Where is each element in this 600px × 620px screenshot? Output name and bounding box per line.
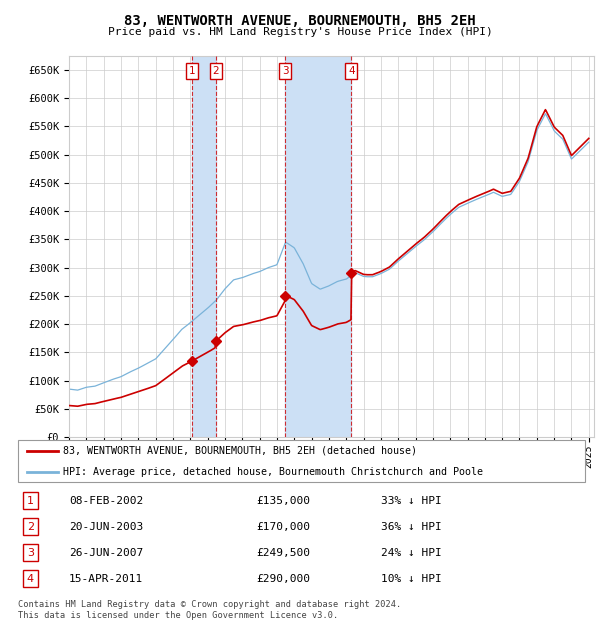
Text: 1: 1 bbox=[27, 496, 34, 506]
Text: £290,000: £290,000 bbox=[256, 574, 310, 583]
Bar bbox=[285, 56, 351, 437]
Text: 2: 2 bbox=[212, 66, 219, 76]
Text: 08-FEB-2002: 08-FEB-2002 bbox=[69, 496, 143, 506]
Text: 3: 3 bbox=[27, 547, 34, 558]
Text: 10% ↓ HPI: 10% ↓ HPI bbox=[381, 574, 442, 583]
Text: 2: 2 bbox=[27, 522, 34, 532]
Text: 83, WENTWORTH AVENUE, BOURNEMOUTH, BH5 2EH (detached house): 83, WENTWORTH AVENUE, BOURNEMOUTH, BH5 2… bbox=[64, 446, 418, 456]
Text: Price paid vs. HM Land Registry's House Price Index (HPI): Price paid vs. HM Land Registry's House … bbox=[107, 27, 493, 37]
Text: Contains HM Land Registry data © Crown copyright and database right 2024.
This d: Contains HM Land Registry data © Crown c… bbox=[18, 600, 401, 619]
Text: 36% ↓ HPI: 36% ↓ HPI bbox=[381, 522, 442, 532]
Text: 20-JUN-2003: 20-JUN-2003 bbox=[69, 522, 143, 532]
Text: 1: 1 bbox=[189, 66, 196, 76]
Text: £249,500: £249,500 bbox=[256, 547, 310, 558]
Text: £170,000: £170,000 bbox=[256, 522, 310, 532]
Text: 83, WENTWORTH AVENUE, BOURNEMOUTH, BH5 2EH: 83, WENTWORTH AVENUE, BOURNEMOUTH, BH5 2… bbox=[124, 14, 476, 28]
Text: 3: 3 bbox=[282, 66, 289, 76]
Text: 33% ↓ HPI: 33% ↓ HPI bbox=[381, 496, 442, 506]
Text: £135,000: £135,000 bbox=[256, 496, 310, 506]
Text: 4: 4 bbox=[348, 66, 355, 76]
Text: 15-APR-2011: 15-APR-2011 bbox=[69, 574, 143, 583]
Text: 26-JUN-2007: 26-JUN-2007 bbox=[69, 547, 143, 558]
Text: 4: 4 bbox=[27, 574, 34, 583]
Text: 24% ↓ HPI: 24% ↓ HPI bbox=[381, 547, 442, 558]
Text: HPI: Average price, detached house, Bournemouth Christchurch and Poole: HPI: Average price, detached house, Bour… bbox=[64, 467, 484, 477]
Bar bbox=[192, 56, 216, 437]
